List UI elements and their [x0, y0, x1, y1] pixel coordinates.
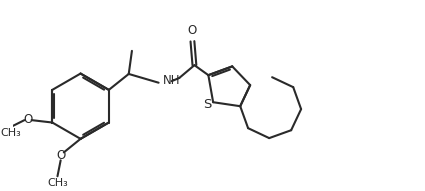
Text: S: S — [204, 98, 212, 111]
Text: CH₃: CH₃ — [0, 129, 21, 138]
Text: O: O — [24, 113, 33, 126]
Text: CH₃: CH₃ — [47, 178, 68, 188]
Text: NH: NH — [163, 74, 180, 87]
Text: O: O — [56, 149, 65, 162]
Text: O: O — [188, 24, 197, 37]
